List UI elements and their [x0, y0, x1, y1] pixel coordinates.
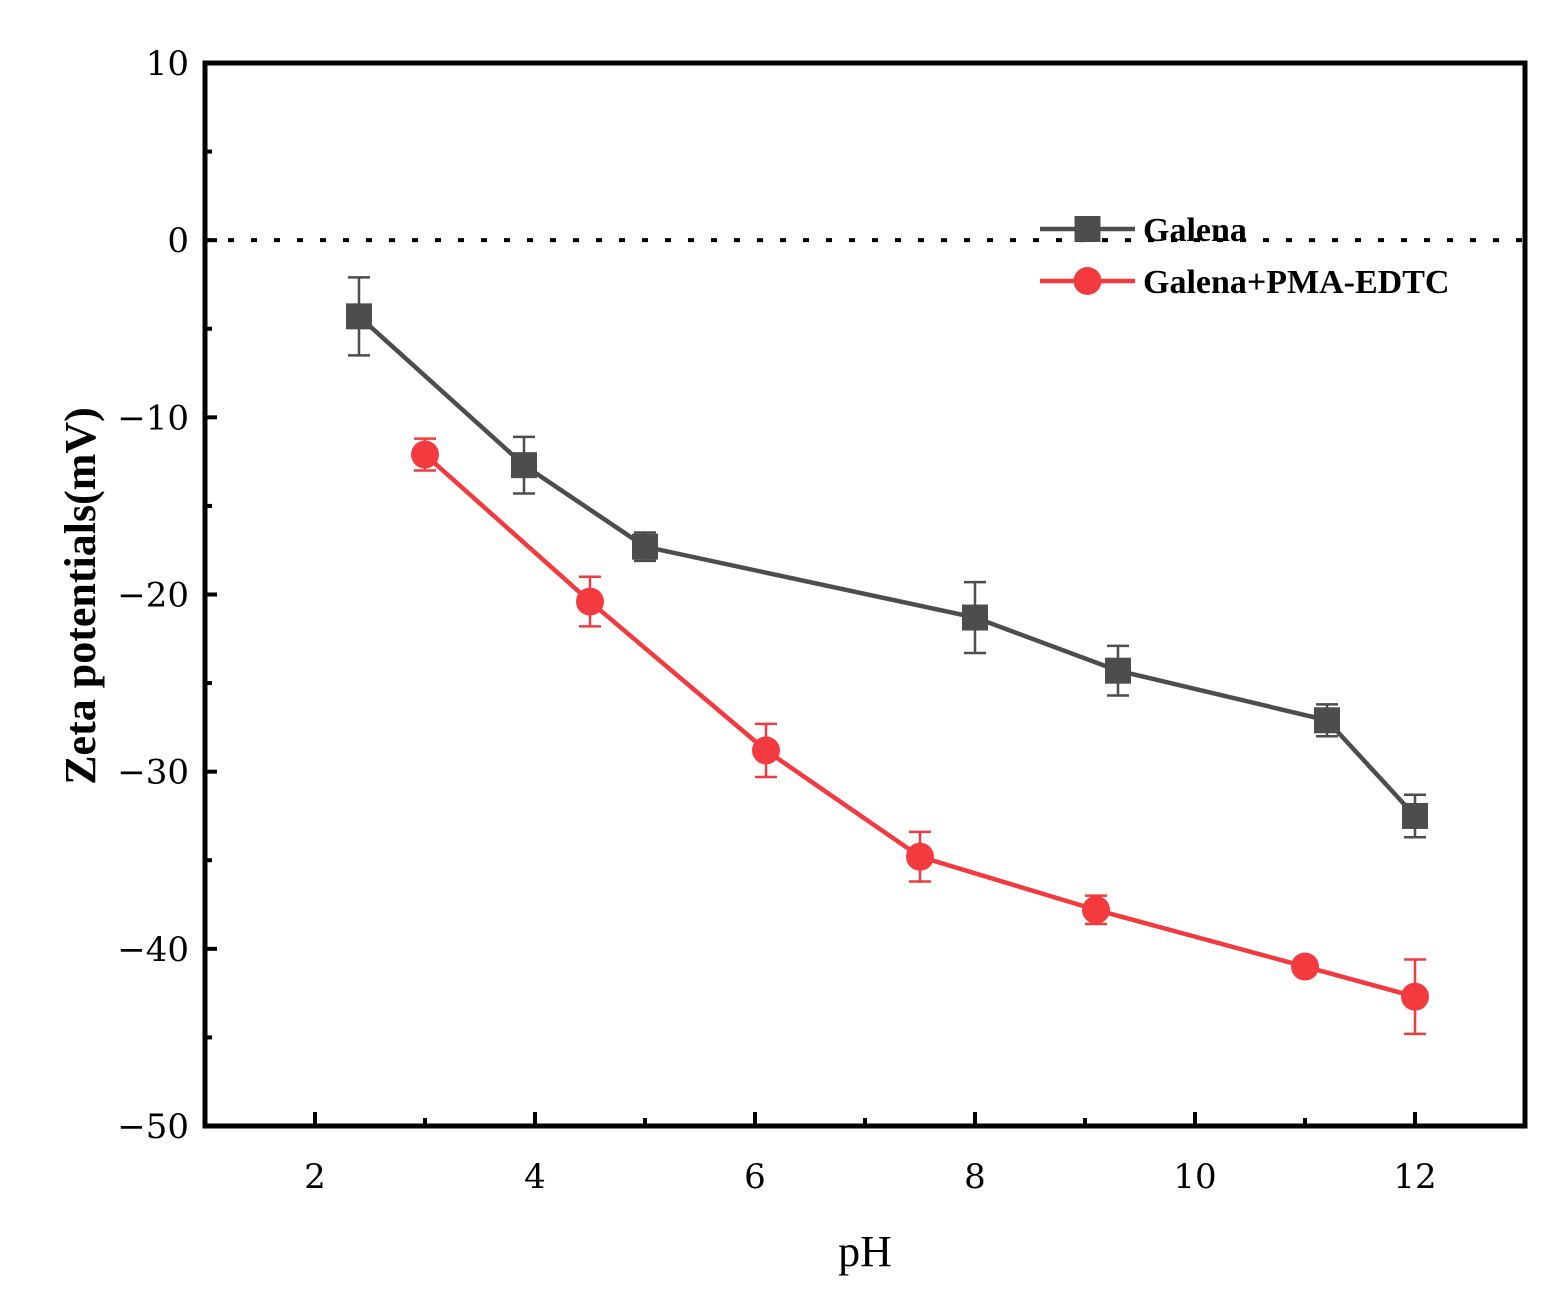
y-tick-label: 10: [146, 44, 189, 84]
y-tick-label: −50: [117, 1107, 189, 1147]
legend-marker: [1073, 267, 1102, 295]
legend-label: Galena+PMA-EDTC: [1143, 264, 1449, 301]
legend-label: Galena: [1143, 212, 1247, 249]
plot-frame: [202, 60, 1528, 1129]
data-point: [1105, 657, 1131, 684]
data-point: [1082, 895, 1110, 924]
y-tick-label: −40: [117, 930, 189, 970]
data-point: [346, 303, 372, 330]
data-point: [1402, 802, 1428, 829]
data-point: [962, 604, 988, 631]
series-1: [346, 276, 1428, 839]
data-point: [632, 533, 658, 560]
data-point: [1291, 952, 1319, 981]
data-point: [906, 842, 934, 871]
data-point: [752, 736, 780, 765]
x-axis-title: pH: [838, 1227, 892, 1276]
data-point: [411, 440, 439, 469]
x-tick-label: 6: [744, 1157, 766, 1197]
y-axis-title: Zeta potentials(mV): [56, 407, 105, 785]
series-2: [411, 437, 1429, 1036]
legend-marker: [1074, 216, 1101, 242]
data-point: [1314, 707, 1340, 734]
data-point: [511, 452, 537, 479]
x-tick-label: 8: [964, 1157, 986, 1197]
x-tick-label: 12: [1393, 1157, 1436, 1197]
y-tick-label: −30: [117, 753, 189, 793]
y-tick-label: −10: [117, 398, 189, 438]
data-point: [576, 587, 604, 616]
data-point: [1401, 982, 1429, 1011]
y-tick-label: −20: [117, 576, 189, 616]
legend: Galena Galena+PMA-EDTC: [1040, 212, 1449, 301]
x-tick-label: 2: [304, 1157, 326, 1197]
x-tick-label: 4: [524, 1157, 546, 1197]
x-tick-label: 10: [1173, 1157, 1216, 1197]
y-tick-label: 0: [167, 221, 189, 261]
